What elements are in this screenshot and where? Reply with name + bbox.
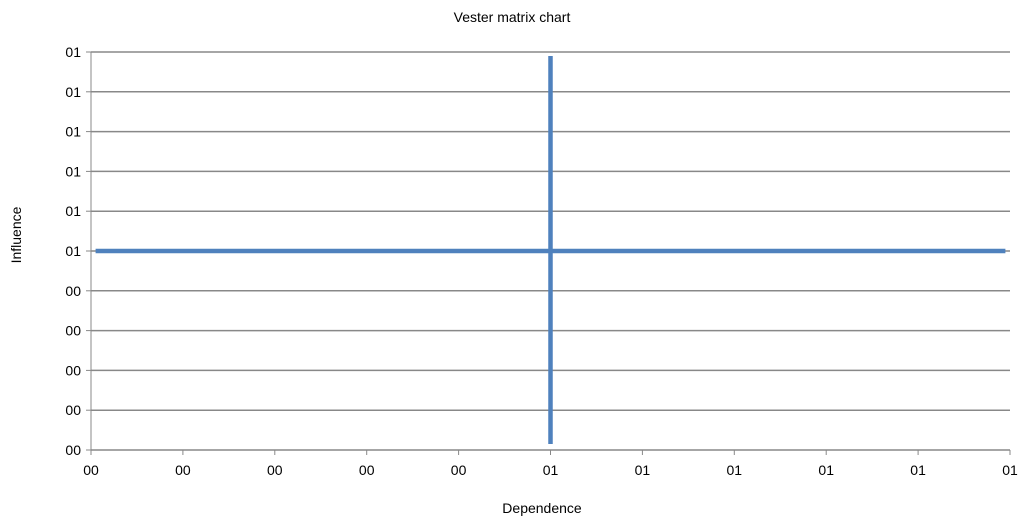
y-tick-label: 01 <box>65 243 81 259</box>
x-tick-label: 00 <box>359 462 375 478</box>
x-tick-label: 01 <box>910 462 926 478</box>
y-tick-label: 00 <box>65 442 81 458</box>
x-tick-label: 00 <box>175 462 191 478</box>
x-tick-label: 00 <box>451 462 467 478</box>
chart-title: Vester matrix chart <box>454 9 571 25</box>
y-tick-label: 01 <box>65 124 81 140</box>
y-tick-label: 00 <box>65 283 81 299</box>
y-tick-label: 00 <box>65 402 81 418</box>
y-axis-ticks: 00 00 00 00 00 01 01 01 01 01 01 <box>65 44 91 458</box>
series-lines <box>95 55 1006 445</box>
y-tick-label: 01 <box>65 44 81 60</box>
x-tick-label: 01 <box>635 462 651 478</box>
y-tick-label: 01 <box>65 84 81 100</box>
x-tick-label: 00 <box>83 462 99 478</box>
y-tick-label: 00 <box>65 323 81 339</box>
y-tick-label: 01 <box>65 203 81 219</box>
x-tick-label: 01 <box>1002 462 1018 478</box>
y-tick-label: 01 <box>65 163 81 179</box>
x-axis-ticks: 00 00 00 00 00 01 01 01 01 01 01 <box>83 450 1018 478</box>
x-tick-label: 01 <box>818 462 834 478</box>
x-tick-label: 00 <box>267 462 283 478</box>
y-axis-title: Influence <box>8 206 24 263</box>
x-axis-title: Dependence <box>502 500 582 516</box>
y-tick-label: 00 <box>65 362 81 378</box>
x-tick-label: 01 <box>727 462 743 478</box>
x-tick-label: 01 <box>543 462 559 478</box>
